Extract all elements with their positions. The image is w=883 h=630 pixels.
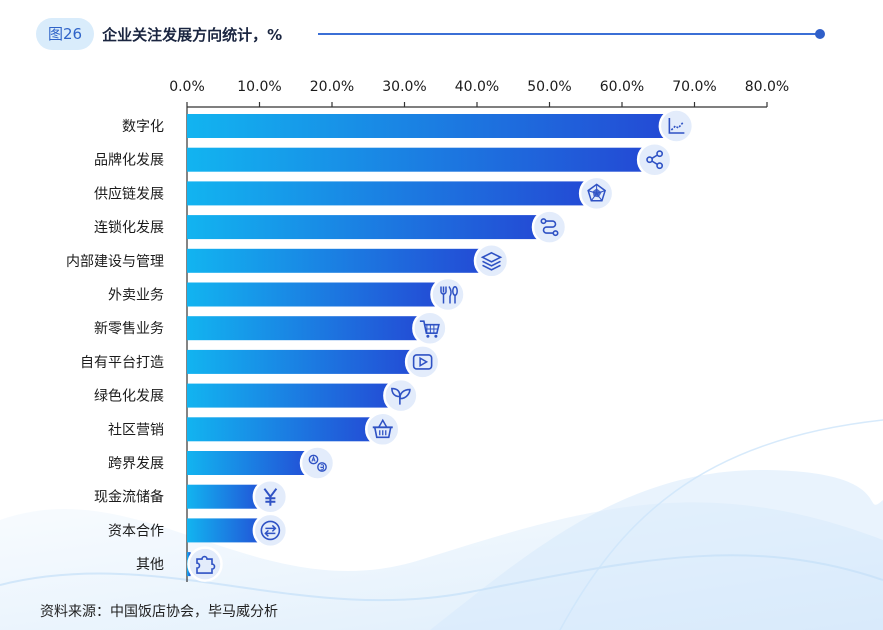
bar-row: 数字化 (122, 108, 695, 144)
bar (187, 147, 655, 172)
category-label: 内部建设与管理 (66, 254, 164, 270)
source-note: 资料来源：中国饭店协会，毕马威分析 (40, 604, 278, 620)
bar-row: 自有平台打造 (80, 344, 441, 380)
x-tick-label: 80.0% (745, 79, 789, 95)
bar-end-badge (299, 445, 336, 481)
bar-row: 其他 (136, 546, 223, 582)
bar-end-badge (365, 411, 401, 448)
x-tick-label: 10.0% (237, 79, 281, 95)
chart-title: 企业关注发展方向统计，% (102, 25, 283, 44)
bar-row: 绿色化发展 (94, 377, 419, 414)
x-tick-label: 20.0% (310, 79, 354, 95)
bar-end-badge (404, 344, 441, 380)
x-tick-label: 30.0% (382, 79, 426, 95)
category-label: 供应链发展 (94, 185, 164, 202)
category-label: 新零售业务 (94, 321, 164, 337)
category-label: 绿色化发展 (94, 388, 164, 405)
bar (187, 451, 318, 475)
cutlery-icon (440, 286, 458, 304)
category-label: 数字化 (122, 119, 164, 135)
bar (187, 383, 401, 408)
bar-row: 外卖业务 (108, 276, 466, 313)
category-label: 品牌化发展 (94, 152, 164, 169)
bar (187, 181, 597, 206)
figure-header: 图26 企业关注发展方向统计，% (36, 18, 282, 50)
puzzle-icon (196, 555, 216, 574)
x-tick-label: 0.0% (169, 79, 205, 95)
bar-row: 现金流储备 (94, 478, 289, 515)
bar-row: 社区营销 (108, 411, 401, 448)
x-tick-label: 70.0% (672, 79, 716, 95)
bar (187, 282, 448, 307)
bar-end-badge (187, 546, 223, 582)
bar-row: 供应链发展 (94, 175, 615, 212)
bar-row: 内部建设与管理 (66, 243, 510, 279)
bar-row: 资本合作 (108, 512, 289, 549)
category-label: 其他 (136, 557, 164, 573)
x-tick-label: 60.0% (600, 79, 644, 95)
bar-end-badge (658, 108, 695, 144)
category-label: 现金流储备 (94, 489, 164, 506)
x-tick-label: 40.0% (455, 79, 499, 95)
title-rule-dot (815, 29, 825, 39)
bar-end-badge (473, 243, 510, 279)
bar-end-badge (252, 512, 289, 549)
figure-label-badge: 图26 (36, 18, 95, 50)
category-label: 跨界发展 (108, 456, 164, 472)
title-rule (318, 33, 820, 35)
bar-row: 新零售业务 (94, 310, 448, 346)
bar-row: 跨界发展 (108, 445, 336, 481)
basket-icon (372, 418, 393, 439)
bar-row: 品牌化发展 (94, 141, 673, 178)
category-label: 自有平台打造 (80, 354, 164, 371)
yen-icon (263, 488, 278, 506)
category-label: 社区营销 (108, 422, 164, 438)
play-icon (412, 354, 433, 370)
sprout-icon (391, 387, 411, 405)
radar-icon (587, 183, 607, 202)
exchange-coins-icon (308, 454, 327, 472)
bar (187, 316, 430, 341)
share-icon (646, 150, 664, 170)
category-label: 资本合作 (108, 523, 164, 539)
bar (187, 215, 550, 240)
bar (187, 114, 677, 138)
cart-icon (419, 320, 440, 338)
route-icon (540, 218, 559, 237)
layers-icon (480, 251, 503, 271)
x-tick-label: 50.0% (527, 79, 571, 95)
category-label: 外卖业务 (108, 288, 164, 304)
chart-trend-icon (668, 118, 685, 134)
bar-end-badge (636, 141, 673, 178)
bar (187, 417, 383, 442)
bar-row: 连锁化发展 (94, 209, 568, 245)
bar (187, 349, 423, 374)
bar (187, 248, 492, 273)
exchange-arrows-icon (260, 520, 281, 541)
bar-end-badge (430, 276, 466, 313)
category-label: 连锁化发展 (94, 220, 164, 236)
